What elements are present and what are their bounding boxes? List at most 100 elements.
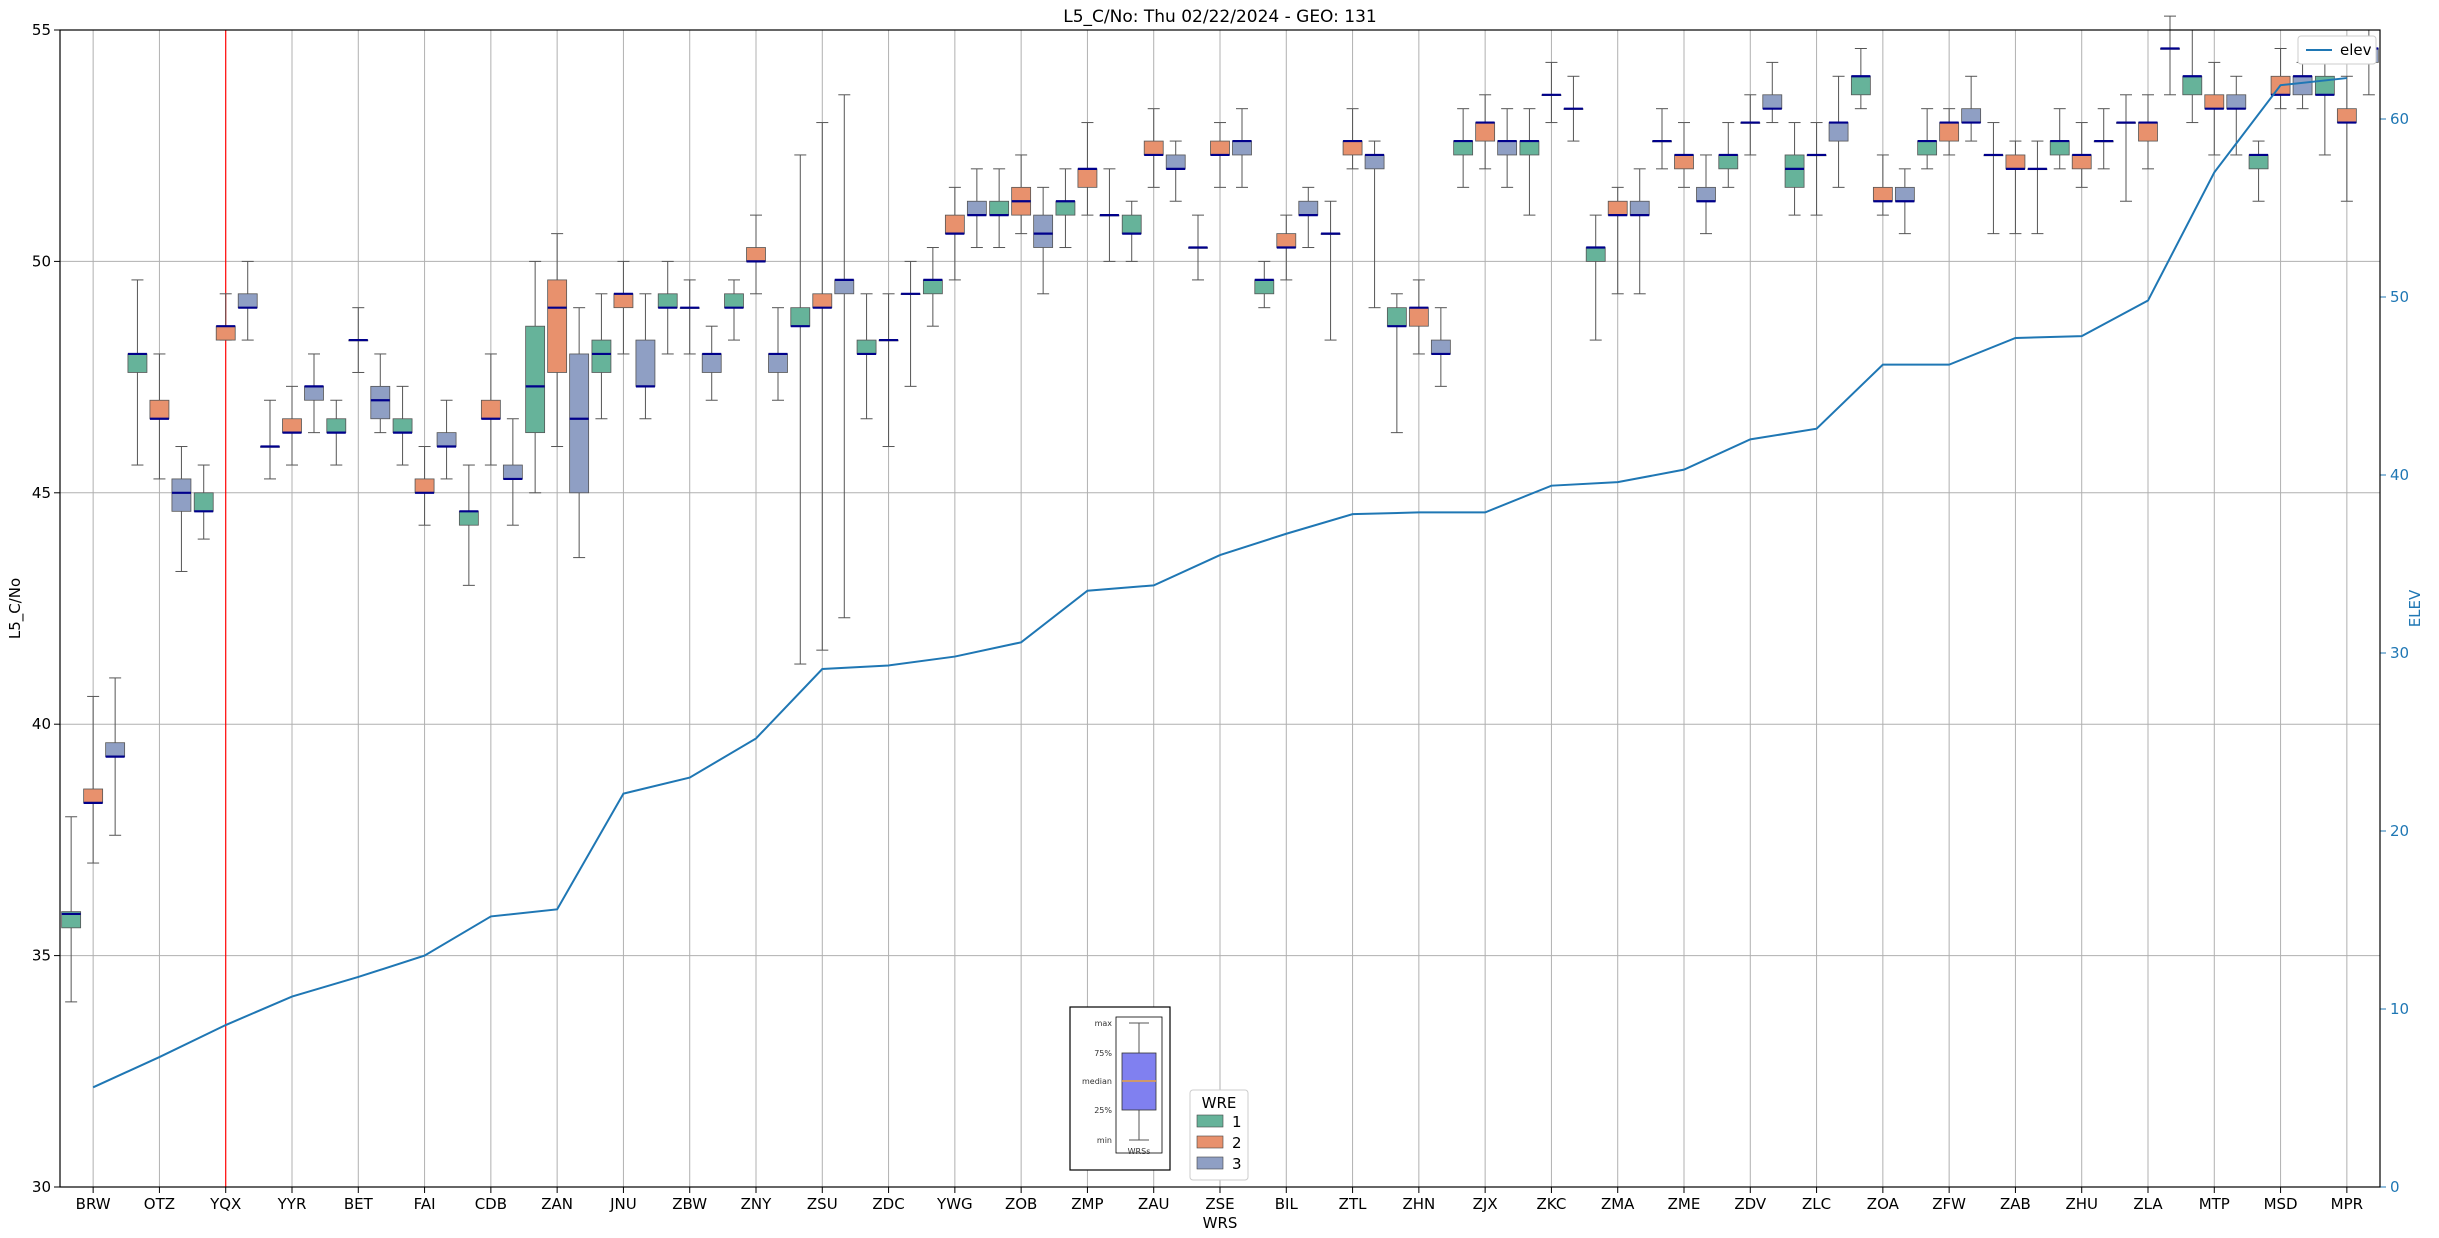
grid-lines bbox=[60, 29, 2380, 1188]
iqr-box bbox=[746, 247, 766, 262]
box-yqx-wre2 bbox=[215, 293, 236, 341]
axes-layer: 30 35 40 45 50 55 0 10 20 30 40 50 60 BRW OTZ YQX YYR BET… bbox=[32, 21, 2409, 1213]
box-zfw-wre1 bbox=[1917, 108, 1938, 170]
x-tick-label: ZDC bbox=[872, 1195, 904, 1213]
box-zkc-wre1 bbox=[1519, 108, 1540, 216]
box-zdc-wre2 bbox=[878, 293, 899, 448]
y-tick-label: 35 bbox=[32, 947, 51, 965]
iqr-box bbox=[480, 399, 501, 420]
x-tick-label: ZTL bbox=[1339, 1195, 1367, 1213]
box-msd-wre2 bbox=[2270, 48, 2291, 110]
iqr-box bbox=[1718, 154, 1739, 170]
box-zmp-wre1 bbox=[1055, 168, 1076, 249]
x-tick-label: ZBW bbox=[672, 1195, 707, 1213]
x-tick-label: YWG bbox=[936, 1195, 973, 1213]
iqr-box bbox=[613, 293, 634, 309]
box-zoa-wre2 bbox=[1872, 154, 1893, 216]
x-tick-label: MPR bbox=[2331, 1195, 2363, 1213]
box-zsu-wre2 bbox=[812, 122, 833, 651]
x-tick-label: ZSU bbox=[807, 1195, 838, 1213]
x-tick-label: ZME bbox=[1668, 1195, 1701, 1213]
iqr-box bbox=[1254, 279, 1275, 295]
box-zbw-wre1 bbox=[657, 260, 678, 355]
y-axis-title: L5_C/No bbox=[6, 578, 25, 639]
box-yqx-wre3 bbox=[237, 260, 258, 341]
box-zdv-wre2 bbox=[1740, 94, 1761, 156]
box-ztl-wre1 bbox=[1320, 200, 1341, 341]
box-ywg-wre1 bbox=[922, 247, 943, 327]
iqr-box bbox=[282, 418, 302, 434]
iqr-box bbox=[944, 214, 965, 235]
box-zdv-wre1 bbox=[1718, 122, 1739, 188]
wre-legend-label-1: 1 bbox=[1232, 1113, 1242, 1131]
box-zob-wre2 bbox=[1011, 154, 1032, 235]
box-zoa-wre1 bbox=[1850, 48, 1871, 110]
box-zan-wre2 bbox=[547, 233, 568, 448]
iqr-box bbox=[966, 200, 987, 216]
box-mtp-wre3 bbox=[2226, 75, 2247, 156]
box-zlc-wre3 bbox=[1828, 75, 1849, 188]
box-bil-wre1 bbox=[1254, 260, 1275, 309]
box-zjx-wre3 bbox=[1497, 108, 1518, 188]
box-zme-wre2 bbox=[1674, 122, 1694, 188]
iqr-box bbox=[2049, 140, 2070, 156]
iqr-box bbox=[1917, 140, 1938, 156]
box-zab-wre2 bbox=[2005, 140, 2026, 235]
box-zhu-wre1 bbox=[2049, 108, 2070, 170]
box-otz-wre2 bbox=[149, 353, 170, 480]
elev-legend: elev bbox=[2297, 35, 2377, 65]
iqr-box bbox=[1342, 140, 1363, 156]
iqr-box bbox=[701, 353, 722, 373]
iqr-box bbox=[105, 742, 126, 757]
iqr-box bbox=[834, 279, 855, 295]
iqr-box bbox=[591, 339, 612, 373]
box-zhu-wre3 bbox=[2093, 108, 2114, 170]
iqr-box bbox=[1298, 200, 1319, 216]
box-zhn-wre3 bbox=[1430, 307, 1451, 387]
box-zjx-wre1 bbox=[1453, 108, 1474, 188]
y2-tick-label: 40 bbox=[2390, 466, 2409, 484]
box-zma-wre1 bbox=[1585, 214, 1606, 341]
box-ztl-wre3 bbox=[1364, 140, 1385, 309]
iqr-box bbox=[2204, 94, 2225, 110]
y2-axis-title: ELEV bbox=[2406, 589, 2424, 627]
iqr-box bbox=[657, 293, 678, 309]
iqr-box bbox=[2138, 122, 2158, 142]
box-zan-wre3 bbox=[569, 307, 590, 559]
wre-legend-swatch-1 bbox=[1196, 1114, 1224, 1128]
iqr-box bbox=[1850, 75, 1871, 96]
iqr-box bbox=[1762, 94, 1783, 110]
x-tick-label: ZAB bbox=[2000, 1195, 2031, 1213]
elev-legend-label: elev bbox=[2340, 41, 2372, 59]
box-zmp-wre2 bbox=[1077, 122, 1098, 216]
box-zse-wre3 bbox=[1232, 108, 1252, 188]
y-tick-label: 30 bbox=[32, 1178, 51, 1196]
box-zme-wre3 bbox=[1696, 154, 1716, 235]
iqr-box bbox=[2292, 75, 2313, 96]
box-zbw-wre2 bbox=[679, 279, 700, 355]
box-jnu-wre2 bbox=[613, 260, 634, 355]
iqr-box bbox=[1453, 140, 1474, 156]
box-zma-wre3 bbox=[1629, 168, 1650, 295]
x-tick-label: ZOB bbox=[1005, 1195, 1037, 1213]
x-tick-label: ZHU bbox=[2065, 1195, 2098, 1213]
x-tick-label: FAI bbox=[414, 1195, 436, 1213]
box-zau-wre2 bbox=[1143, 108, 1164, 188]
x-tick-label: ZOA bbox=[1867, 1195, 1900, 1213]
x-tick-label: ZFW bbox=[1932, 1195, 1966, 1213]
box-zab-wre1 bbox=[1983, 122, 2004, 235]
box-mpr-wre2 bbox=[2336, 75, 2357, 202]
wre-legend-label-3: 3 bbox=[1232, 1155, 1242, 1173]
box-zhu-wre2 bbox=[2071, 122, 2092, 188]
box-jnu-wre3 bbox=[635, 293, 656, 420]
box-bet-wre1 bbox=[326, 399, 347, 466]
iqr-box bbox=[392, 418, 413, 434]
x-tick-label: ZLA bbox=[2133, 1195, 2163, 1213]
x-tick-label: BIL bbox=[1275, 1195, 1299, 1213]
iqr-box bbox=[635, 339, 656, 387]
iqr-box bbox=[2248, 154, 2269, 170]
box-zkc-wre2 bbox=[1541, 61, 1562, 124]
box-zma-wre2 bbox=[1607, 186, 1628, 295]
iqr-box bbox=[1143, 140, 1164, 156]
iqr-box bbox=[922, 279, 943, 295]
